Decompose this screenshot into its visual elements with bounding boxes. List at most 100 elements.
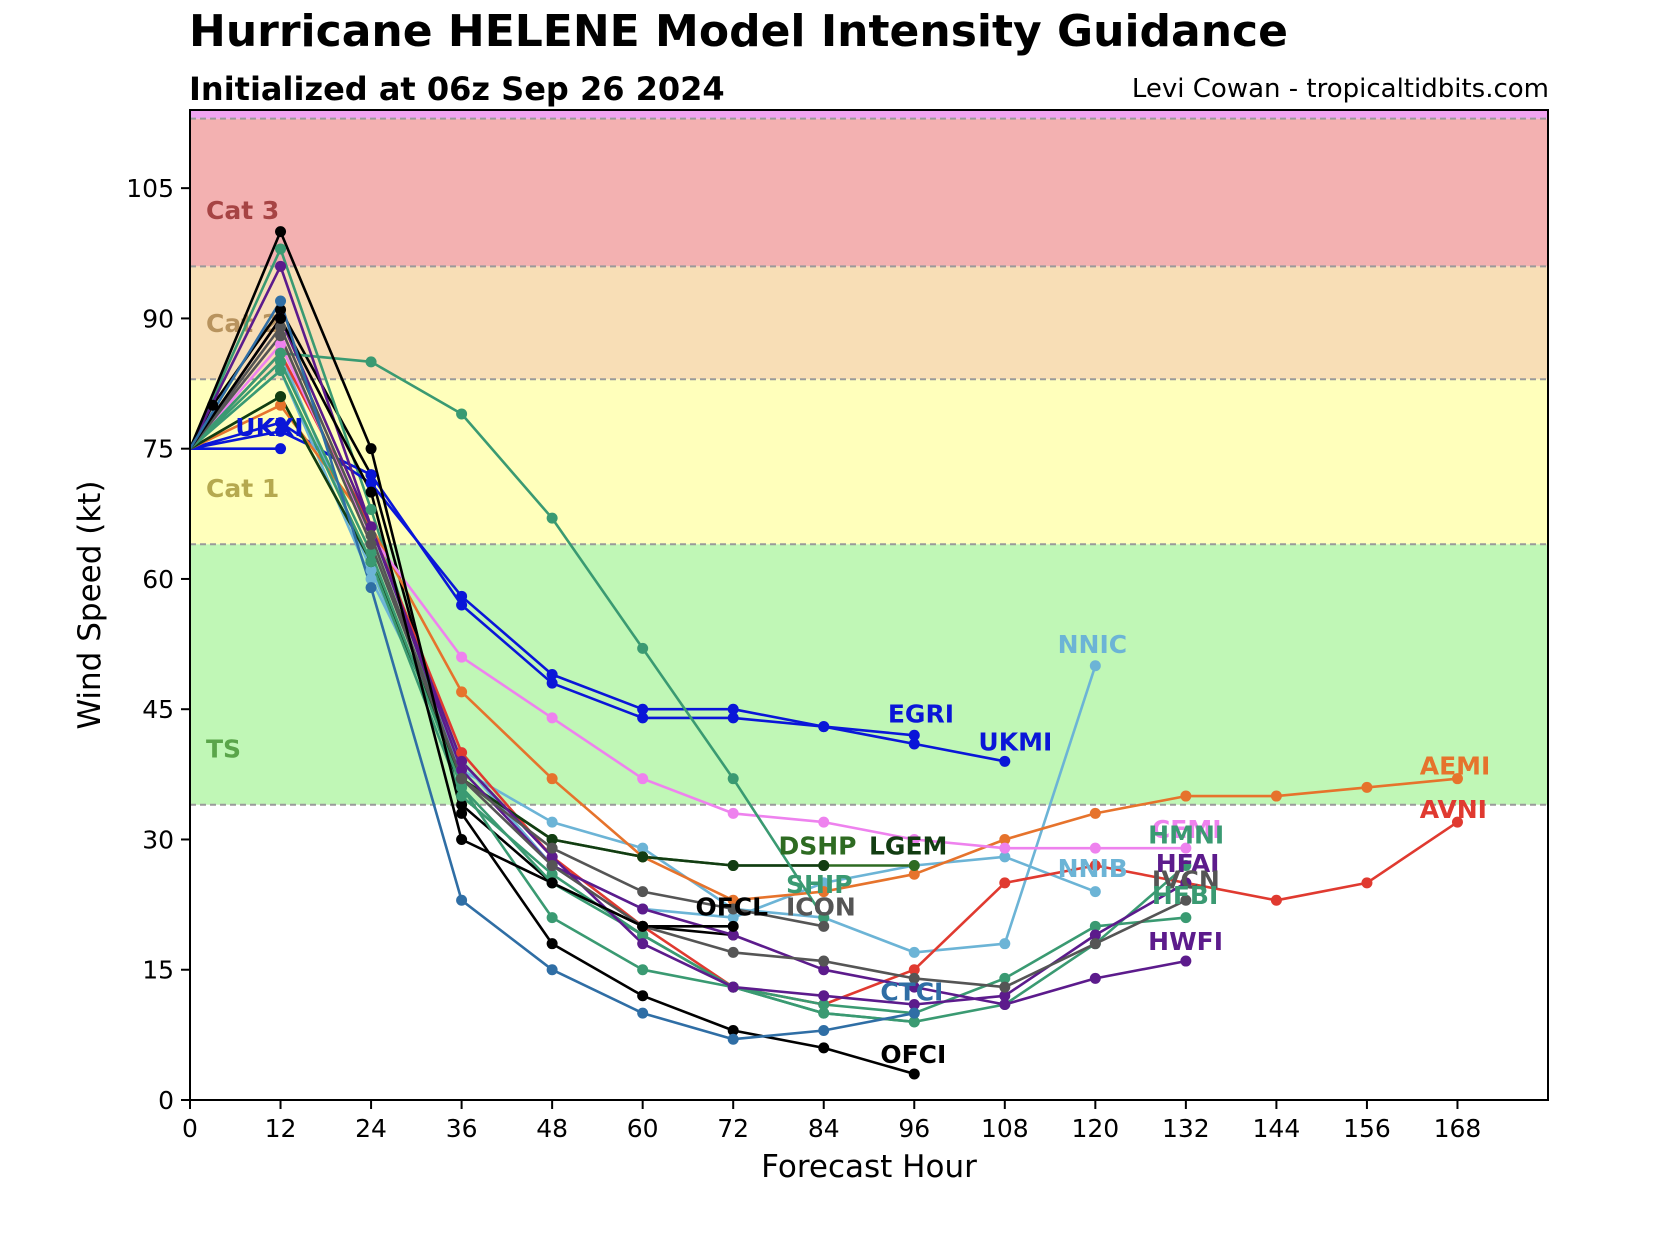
band-region-0 bbox=[190, 804, 1548, 1100]
data-point-ofci bbox=[727, 1025, 739, 1037]
data-point-dshp bbox=[908, 860, 920, 872]
data-point-hwfi bbox=[727, 929, 739, 941]
data-point-hfai bbox=[546, 851, 558, 863]
data-point-avni bbox=[999, 877, 1011, 889]
band-cat-1 bbox=[190, 379, 1548, 545]
series-label-avni: AVNI bbox=[1420, 795, 1487, 824]
data-point-ofci bbox=[546, 938, 558, 950]
band-label-cat-1: Cat 1 bbox=[206, 474, 279, 503]
data-point-ofci bbox=[637, 990, 649, 1002]
x-tick-label: 72 bbox=[717, 1114, 749, 1143]
series-label-hwfi: HWFI bbox=[1148, 927, 1223, 956]
data-point-hmni bbox=[637, 929, 649, 941]
data-point-aemi bbox=[727, 894, 739, 906]
x-tick-label: 12 bbox=[265, 1114, 297, 1143]
data-point-unlabeled-0 bbox=[456, 799, 468, 811]
data-point-ctci bbox=[908, 1007, 920, 1019]
y-tick-label: 45 bbox=[142, 695, 174, 724]
data-point-icon bbox=[456, 773, 468, 785]
data-point-nnib bbox=[999, 851, 1011, 863]
data-point-hwfi bbox=[999, 998, 1011, 1010]
data-point-ivcn bbox=[908, 972, 920, 984]
series-label-nnib: NNIB bbox=[1058, 854, 1128, 883]
data-point-ofci bbox=[818, 1042, 830, 1054]
series-label-egri: EGRI bbox=[888, 700, 954, 729]
data-point-hfai bbox=[999, 990, 1011, 1002]
data-point-cemi bbox=[1180, 842, 1192, 854]
data-point-ivcn bbox=[1089, 938, 1101, 950]
data-point-ofci bbox=[908, 1068, 920, 1080]
series-label-nnic: NNIC bbox=[1058, 630, 1128, 659]
data-point-avni bbox=[1451, 816, 1463, 828]
data-point-nnic bbox=[908, 946, 920, 958]
data-point-egri bbox=[275, 417, 287, 429]
data-point-aemi bbox=[1361, 781, 1373, 793]
data-point-ofci bbox=[365, 443, 377, 455]
x-tick-label: 84 bbox=[808, 1114, 840, 1143]
x-tick-label: 24 bbox=[355, 1114, 387, 1143]
data-point-hfbi bbox=[275, 356, 287, 368]
data-point-cemi bbox=[908, 833, 920, 845]
x-tick-label: 108 bbox=[981, 1114, 1029, 1143]
data-point-ctci bbox=[818, 1025, 830, 1037]
data-point-ctci bbox=[275, 295, 287, 307]
data-point-aemi bbox=[999, 833, 1011, 845]
data-point-hmni bbox=[818, 1007, 830, 1019]
series-label-aemi: AEMI bbox=[1420, 752, 1491, 781]
data-point-egri bbox=[727, 703, 739, 715]
data-point-ofcl bbox=[727, 920, 739, 932]
data-point-ukmi bbox=[456, 599, 468, 611]
x-tick-label: 0 bbox=[182, 1114, 198, 1143]
band-label-ts: TS bbox=[206, 734, 241, 763]
data-point-ivcn bbox=[818, 955, 830, 967]
data-point-ivcn bbox=[1180, 894, 1192, 906]
data-point-unlabeled-1 bbox=[365, 503, 377, 515]
data-point-ctci bbox=[365, 582, 377, 594]
data-point-hmni bbox=[908, 1016, 920, 1028]
data-point-unlabeled-0 bbox=[275, 304, 287, 316]
data-point-ukmi bbox=[727, 712, 739, 724]
x-tick-label: 48 bbox=[536, 1114, 568, 1143]
series-label-hmni: HMNI bbox=[1148, 820, 1224, 849]
data-point-lgem bbox=[818, 860, 830, 872]
series-label-icon: ICON bbox=[786, 892, 856, 921]
chart-credit: Levi Cowan - tropicaltidbits.com bbox=[1131, 74, 1549, 104]
data-point-ukmi bbox=[546, 677, 558, 689]
data-point-avni bbox=[1089, 860, 1101, 872]
data-point-hfai bbox=[1089, 929, 1101, 941]
data-point-aemi bbox=[1451, 773, 1463, 785]
data-point-icon bbox=[818, 920, 830, 932]
series-label-cemi: CEMI bbox=[1152, 815, 1222, 844]
data-point-ukmi bbox=[637, 712, 649, 724]
data-point-ctci bbox=[546, 964, 558, 976]
data-point-hwfi bbox=[1089, 972, 1101, 984]
x-tick-label: 36 bbox=[446, 1114, 478, 1143]
data-point-lgem bbox=[275, 391, 287, 403]
y-tick-label: 90 bbox=[142, 304, 174, 333]
data-point-lgem bbox=[727, 860, 739, 872]
data-point-hmni bbox=[275, 365, 287, 377]
series-line-hwfi bbox=[188, 317, 1187, 1006]
data-point-egri bbox=[546, 668, 558, 680]
data-point-cemi bbox=[727, 807, 739, 819]
band-cat-2 bbox=[190, 266, 1548, 380]
series-label-ukmi: UKMI bbox=[978, 727, 1052, 756]
data-point-ship bbox=[546, 512, 558, 524]
series-line-ukmi bbox=[189, 429, 1006, 763]
data-point-hwfi bbox=[908, 981, 920, 993]
data-point-egri bbox=[365, 477, 377, 489]
data-point-hfbi bbox=[1089, 920, 1101, 932]
y-tick-label: 0 bbox=[158, 1086, 174, 1115]
y-tick-label: 105 bbox=[126, 174, 174, 203]
data-point-hwfi bbox=[1180, 955, 1192, 967]
data-point-hmni bbox=[456, 790, 468, 802]
data-point-egri bbox=[637, 703, 649, 715]
data-point-ship bbox=[275, 347, 287, 359]
data-point-ukmi bbox=[365, 469, 377, 481]
data-point-nnib bbox=[365, 573, 377, 585]
data-point-icon bbox=[637, 886, 649, 898]
data-point-hfbi bbox=[456, 781, 468, 793]
